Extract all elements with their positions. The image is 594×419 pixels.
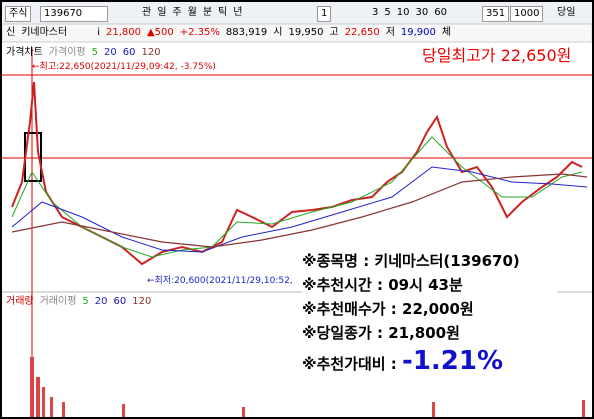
- quote-info: i: [97, 27, 100, 38]
- price-legend: 5: [91, 47, 98, 58]
- low-note: ←최저:20,600(2021/11/29,10:52,: [147, 276, 293, 286]
- quote-high: 22,650: [344, 27, 380, 38]
- ma20: [11, 166, 588, 253]
- quote-name: 키네마스터: [21, 27, 68, 38]
- period-tab[interactable]: 일: [157, 7, 167, 18]
- today-check[interactable]: 당일: [557, 7, 576, 18]
- quote-open_label: 시: [273, 27, 283, 38]
- high-note: ←최고:22,650(2021/11/29,09:42, -3.75%): [32, 62, 216, 72]
- interval-button[interactable]: 3: [372, 7, 379, 18]
- toolbar-bg: [2, 2, 592, 24]
- volume-legend: 5: [82, 296, 89, 307]
- interval-button[interactable]: 30: [415, 7, 429, 18]
- price-legend: 20: [104, 47, 117, 58]
- quote-change: ▲500: [146, 27, 174, 38]
- volume-legend: 60: [113, 296, 127, 307]
- quote-flag: 신: [6, 27, 16, 38]
- info-line: ※종목명 : 키네마스터(139670): [302, 252, 520, 270]
- info-box: ※종목명 : 키네마스터(139670) ※추천시간 : 09시 43분 ※추천매수…: [302, 249, 557, 394]
- quote-price: 21,800: [105, 27, 141, 38]
- interval-button[interactable]: 60: [434, 7, 447, 18]
- quote-rate: +2.35%: [179, 27, 220, 38]
- volume-bars: [30, 357, 585, 417]
- quote-exec_label: 체: [441, 27, 452, 38]
- quote-open: 19,950: [288, 27, 324, 38]
- compare-value: -1.21%: [402, 346, 504, 376]
- ma60: [11, 173, 588, 248]
- interval-button[interactable]: 5: [384, 7, 391, 18]
- max-input[interactable]: 1000: [510, 6, 544, 22]
- volume-legend: 거래이평: [39, 296, 77, 307]
- period-tab[interactable]: 년: [233, 7, 243, 18]
- quote-low_label: 저: [385, 27, 395, 38]
- period-tab[interactable]: 월: [187, 7, 197, 18]
- info-line: ※추천매수가 : 22,000원: [302, 300, 474, 318]
- quote-low: 19,900: [400, 27, 436, 38]
- volume-legend: 20: [94, 296, 108, 307]
- headline: 당일최고가 22,650원: [422, 46, 572, 65]
- period-input[interactable]: 1: [317, 6, 332, 22]
- period-tab[interactable]: 주: [172, 7, 182, 18]
- price-legend: 가격차트: [6, 47, 43, 58]
- price-legend: 가격이평: [48, 47, 86, 58]
- period-tab[interactable]: 분: [202, 7, 213, 18]
- code-input[interactable]: 139670: [40, 6, 108, 22]
- price-trace: [11, 81, 583, 266]
- quote-volume: 883,919: [225, 27, 268, 38]
- info-line: ※당일종가 : 21,800원: [302, 324, 460, 342]
- price-legend: 60: [122, 47, 136, 58]
- quote-bg: [2, 23, 592, 43]
- price-legend: 120: [141, 47, 161, 58]
- volume-legend: 120: [132, 296, 152, 307]
- volume-legend: 거래량: [6, 296, 34, 307]
- interval-button[interactable]: 10: [396, 7, 410, 18]
- period-tab[interactable]: 관: [142, 7, 152, 18]
- market-select[interactable]: 주식: [5, 6, 32, 22]
- count-input[interactable]: 351: [482, 6, 510, 22]
- period-tab[interactable]: 틱: [218, 7, 228, 18]
- compare-label: ※추천가대비 :: [302, 355, 403, 373]
- info-line: ※추천시간 : 09시 43분: [302, 276, 463, 294]
- quote-high_label: 고: [329, 27, 339, 38]
- ma5: [11, 136, 583, 258]
